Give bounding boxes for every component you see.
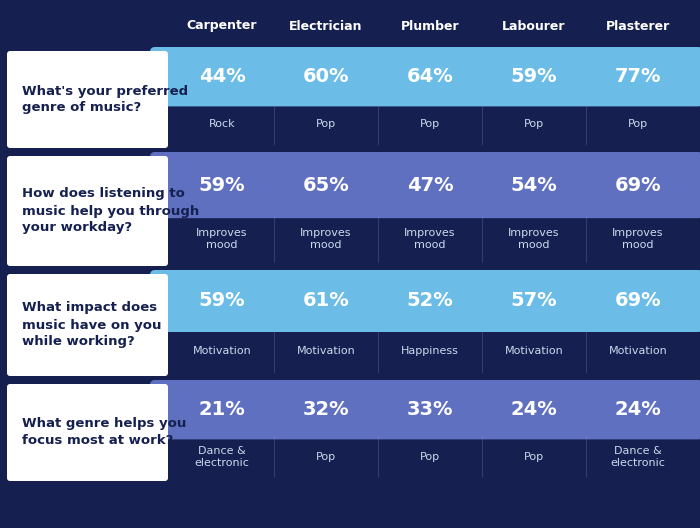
- FancyBboxPatch shape: [7, 274, 168, 376]
- Text: Pop: Pop: [420, 119, 440, 129]
- Text: Pop: Pop: [628, 119, 648, 129]
- Text: 64%: 64%: [407, 67, 454, 86]
- Text: 59%: 59%: [199, 176, 245, 195]
- Text: 44%: 44%: [199, 67, 246, 86]
- Text: Happiness: Happiness: [401, 346, 459, 356]
- Text: Improves
mood: Improves mood: [612, 228, 664, 250]
- Text: 47%: 47%: [407, 176, 454, 195]
- Text: How does listening to
music help you through
your workday?: How does listening to music help you thr…: [22, 187, 200, 234]
- Text: Motivation: Motivation: [505, 346, 564, 356]
- Text: 33%: 33%: [407, 400, 454, 419]
- Text: Pop: Pop: [316, 452, 336, 462]
- Text: 57%: 57%: [511, 291, 557, 310]
- Text: Improves
mood: Improves mood: [405, 228, 456, 250]
- FancyBboxPatch shape: [150, 270, 700, 332]
- Text: Electrician: Electrician: [289, 20, 363, 33]
- Text: 69%: 69%: [615, 291, 662, 310]
- Text: What impact does
music have on you
while working?: What impact does music have on you while…: [22, 301, 162, 348]
- Text: Motivation: Motivation: [608, 346, 667, 356]
- Text: Pop: Pop: [420, 452, 440, 462]
- FancyBboxPatch shape: [150, 47, 700, 107]
- Text: Motivation: Motivation: [193, 346, 251, 356]
- Text: Rock: Rock: [209, 119, 235, 129]
- Text: Plumber: Plumber: [400, 20, 459, 33]
- Text: 77%: 77%: [615, 67, 662, 86]
- Text: Improves
mood: Improves mood: [300, 228, 351, 250]
- Text: Plasterer: Plasterer: [606, 20, 670, 33]
- Text: 24%: 24%: [510, 400, 557, 419]
- Text: 65%: 65%: [302, 176, 349, 195]
- FancyBboxPatch shape: [7, 156, 168, 266]
- Text: 61%: 61%: [302, 291, 349, 310]
- Text: 69%: 69%: [615, 176, 662, 195]
- Text: Labourer: Labourer: [503, 20, 566, 33]
- Text: 60%: 60%: [302, 67, 349, 86]
- Text: Pop: Pop: [524, 119, 544, 129]
- Text: Pop: Pop: [316, 119, 336, 129]
- Text: 24%: 24%: [615, 400, 662, 419]
- Text: 32%: 32%: [302, 400, 349, 419]
- FancyBboxPatch shape: [7, 51, 168, 148]
- Text: 54%: 54%: [510, 176, 557, 195]
- Text: 21%: 21%: [199, 400, 246, 419]
- Text: Improves
mood: Improves mood: [508, 228, 560, 250]
- Text: What genre helps you
focus most at work?: What genre helps you focus most at work?: [22, 418, 186, 448]
- FancyBboxPatch shape: [7, 384, 168, 481]
- Text: 59%: 59%: [199, 291, 245, 310]
- Text: 59%: 59%: [511, 67, 557, 86]
- Text: Dance &
electronic: Dance & electronic: [195, 446, 249, 468]
- FancyBboxPatch shape: [150, 152, 700, 218]
- Text: Improves
mood: Improves mood: [196, 228, 248, 250]
- FancyBboxPatch shape: [150, 380, 700, 439]
- Text: 52%: 52%: [407, 291, 454, 310]
- Text: Dance &
electronic: Dance & electronic: [610, 446, 666, 468]
- Text: What's your preferred
genre of music?: What's your preferred genre of music?: [22, 84, 188, 115]
- Text: Carpenter: Carpenter: [187, 20, 258, 33]
- Text: Pop: Pop: [524, 452, 544, 462]
- Text: Motivation: Motivation: [297, 346, 356, 356]
